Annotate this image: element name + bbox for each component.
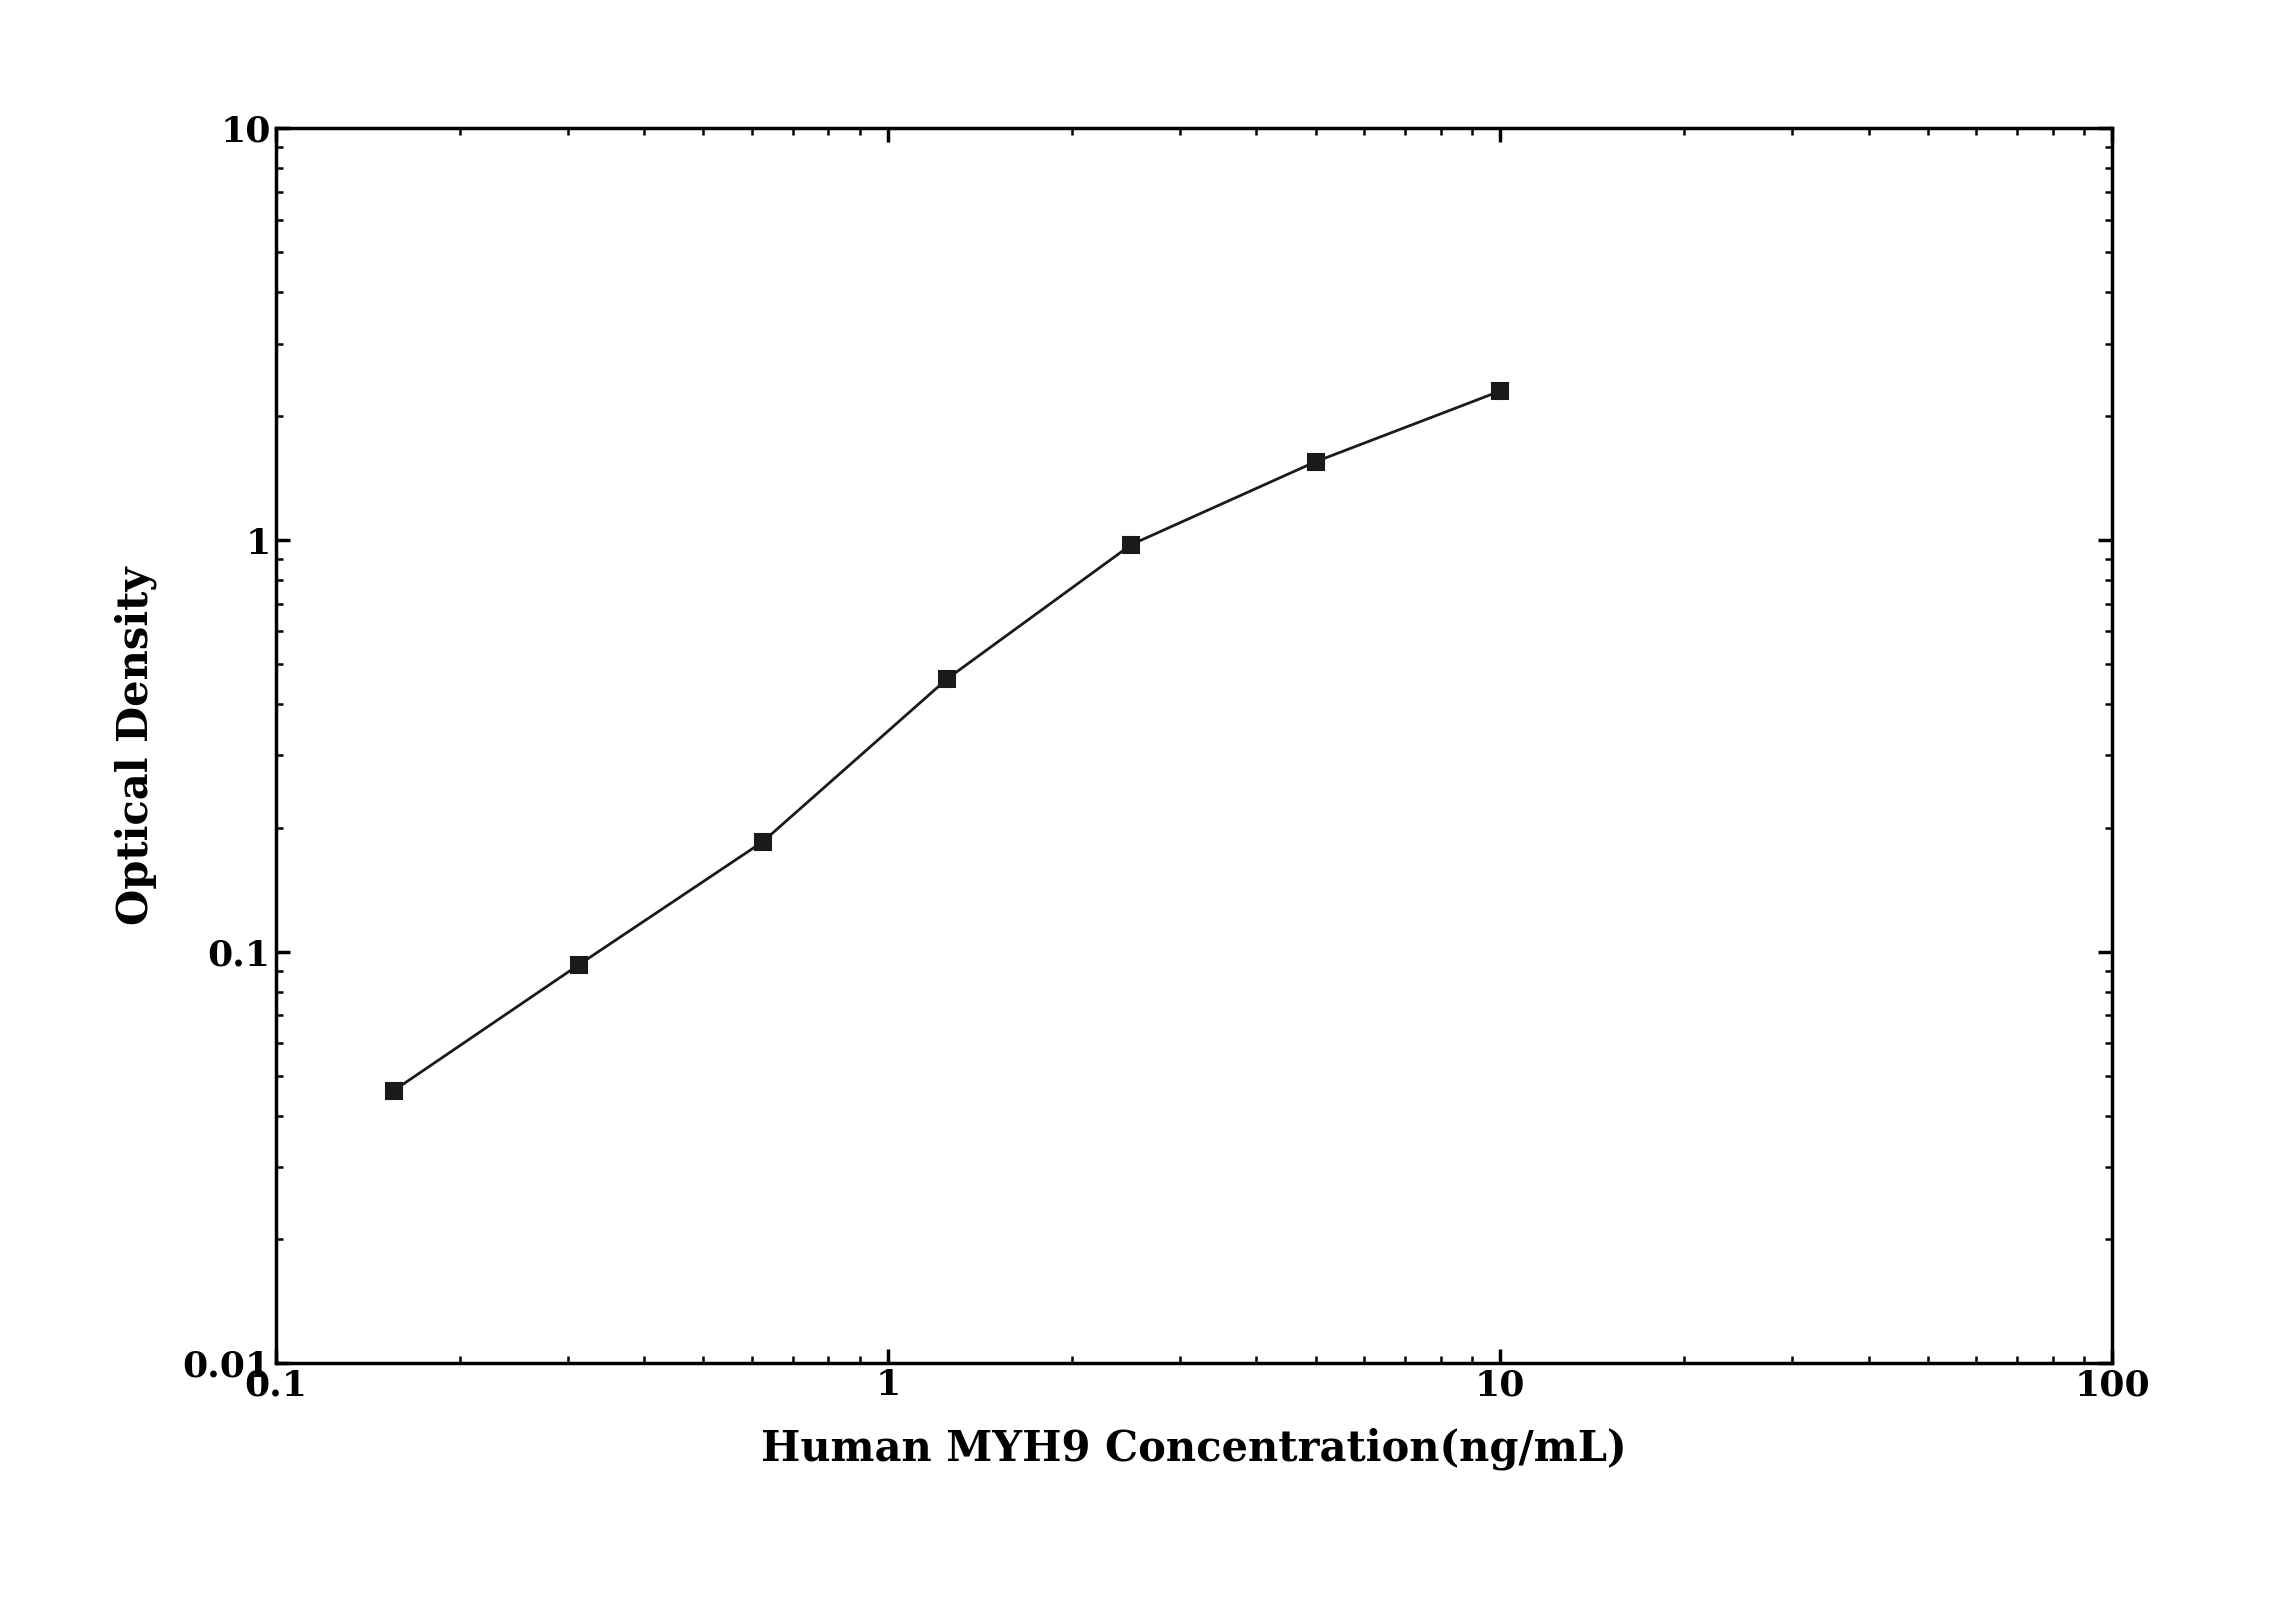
X-axis label: Human MYH9 Concentration(ng/mL): Human MYH9 Concentration(ng/mL) <box>760 1428 1628 1469</box>
Y-axis label: Optical Density: Optical Density <box>115 566 158 926</box>
